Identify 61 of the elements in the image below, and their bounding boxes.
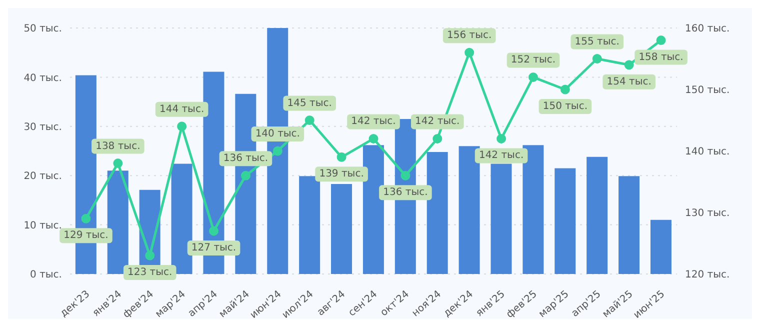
bar [362, 145, 384, 274]
data-label: 142 тыс. [478, 150, 524, 162]
y2-tick-label: 140 тыс. [685, 146, 730, 158]
data-label: 136 тыс. [383, 187, 428, 198]
point [592, 54, 602, 64]
data-label: 127 тыс. [191, 242, 236, 254]
data-label: 144 тыс. [159, 104, 204, 115]
bar [426, 152, 448, 274]
bar [458, 146, 480, 274]
y2-tick-label: 160 тыс. [685, 24, 730, 35]
data-label: 136 тыс. [223, 153, 268, 164]
point [464, 48, 474, 58]
point [496, 134, 506, 144]
y-tick-label: 30 тыс. [24, 122, 62, 133]
bar [299, 176, 320, 274]
bar [650, 220, 672, 274]
point [113, 158, 123, 168]
bar [522, 145, 544, 274]
point [209, 226, 219, 236]
data-label: 129 тыс. [64, 230, 108, 242]
data-label: 154 тыс. [606, 76, 652, 88]
point [145, 250, 155, 260]
data-label: 138 тыс. [96, 140, 140, 152]
point [81, 214, 91, 224]
y-tick-label: 0 тыс. [30, 270, 62, 281]
y2-tick-label: 120 тыс. [685, 270, 730, 281]
point [560, 84, 570, 94]
data-label: 156 тыс. [447, 30, 492, 42]
data-label: 145 тыс. [287, 98, 332, 109]
bar [618, 176, 640, 274]
y-tick-label: 50 тыс. [24, 24, 62, 35]
bar [171, 164, 192, 274]
point [432, 134, 442, 144]
data-label: 142 тыс. [351, 116, 396, 128]
data-label: 139 тыс. [319, 168, 364, 180]
bar [554, 168, 576, 274]
point [656, 36, 666, 46]
y-tick-label: 40 тыс. [24, 72, 62, 84]
y2-tick-label: 150 тыс. [685, 85, 730, 96]
data-label: 140 тыс. [255, 128, 300, 140]
data-label: 150 тыс. [542, 101, 588, 112]
data-label: 158 тыс. [638, 52, 684, 63]
point [400, 170, 410, 180]
point [368, 134, 378, 144]
bar [107, 170, 128, 274]
point [304, 116, 314, 125]
data-label: 142 тыс. [415, 116, 460, 128]
y-tick-label: 20 тыс. [24, 171, 62, 182]
point [336, 152, 346, 162]
point [272, 146, 282, 156]
data-label: 155 тыс. [574, 36, 620, 48]
y2-tick-label: 130 тыс. [685, 208, 730, 220]
point [240, 170, 250, 180]
point [624, 60, 634, 70]
point [528, 72, 538, 82]
data-label: 123 тыс. [128, 267, 172, 278]
y-tick-label: 10 тыс. [24, 220, 62, 232]
bar [586, 156, 608, 274]
data-label: 152 тыс. [510, 54, 556, 66]
point [177, 122, 187, 132]
bar [331, 184, 352, 274]
